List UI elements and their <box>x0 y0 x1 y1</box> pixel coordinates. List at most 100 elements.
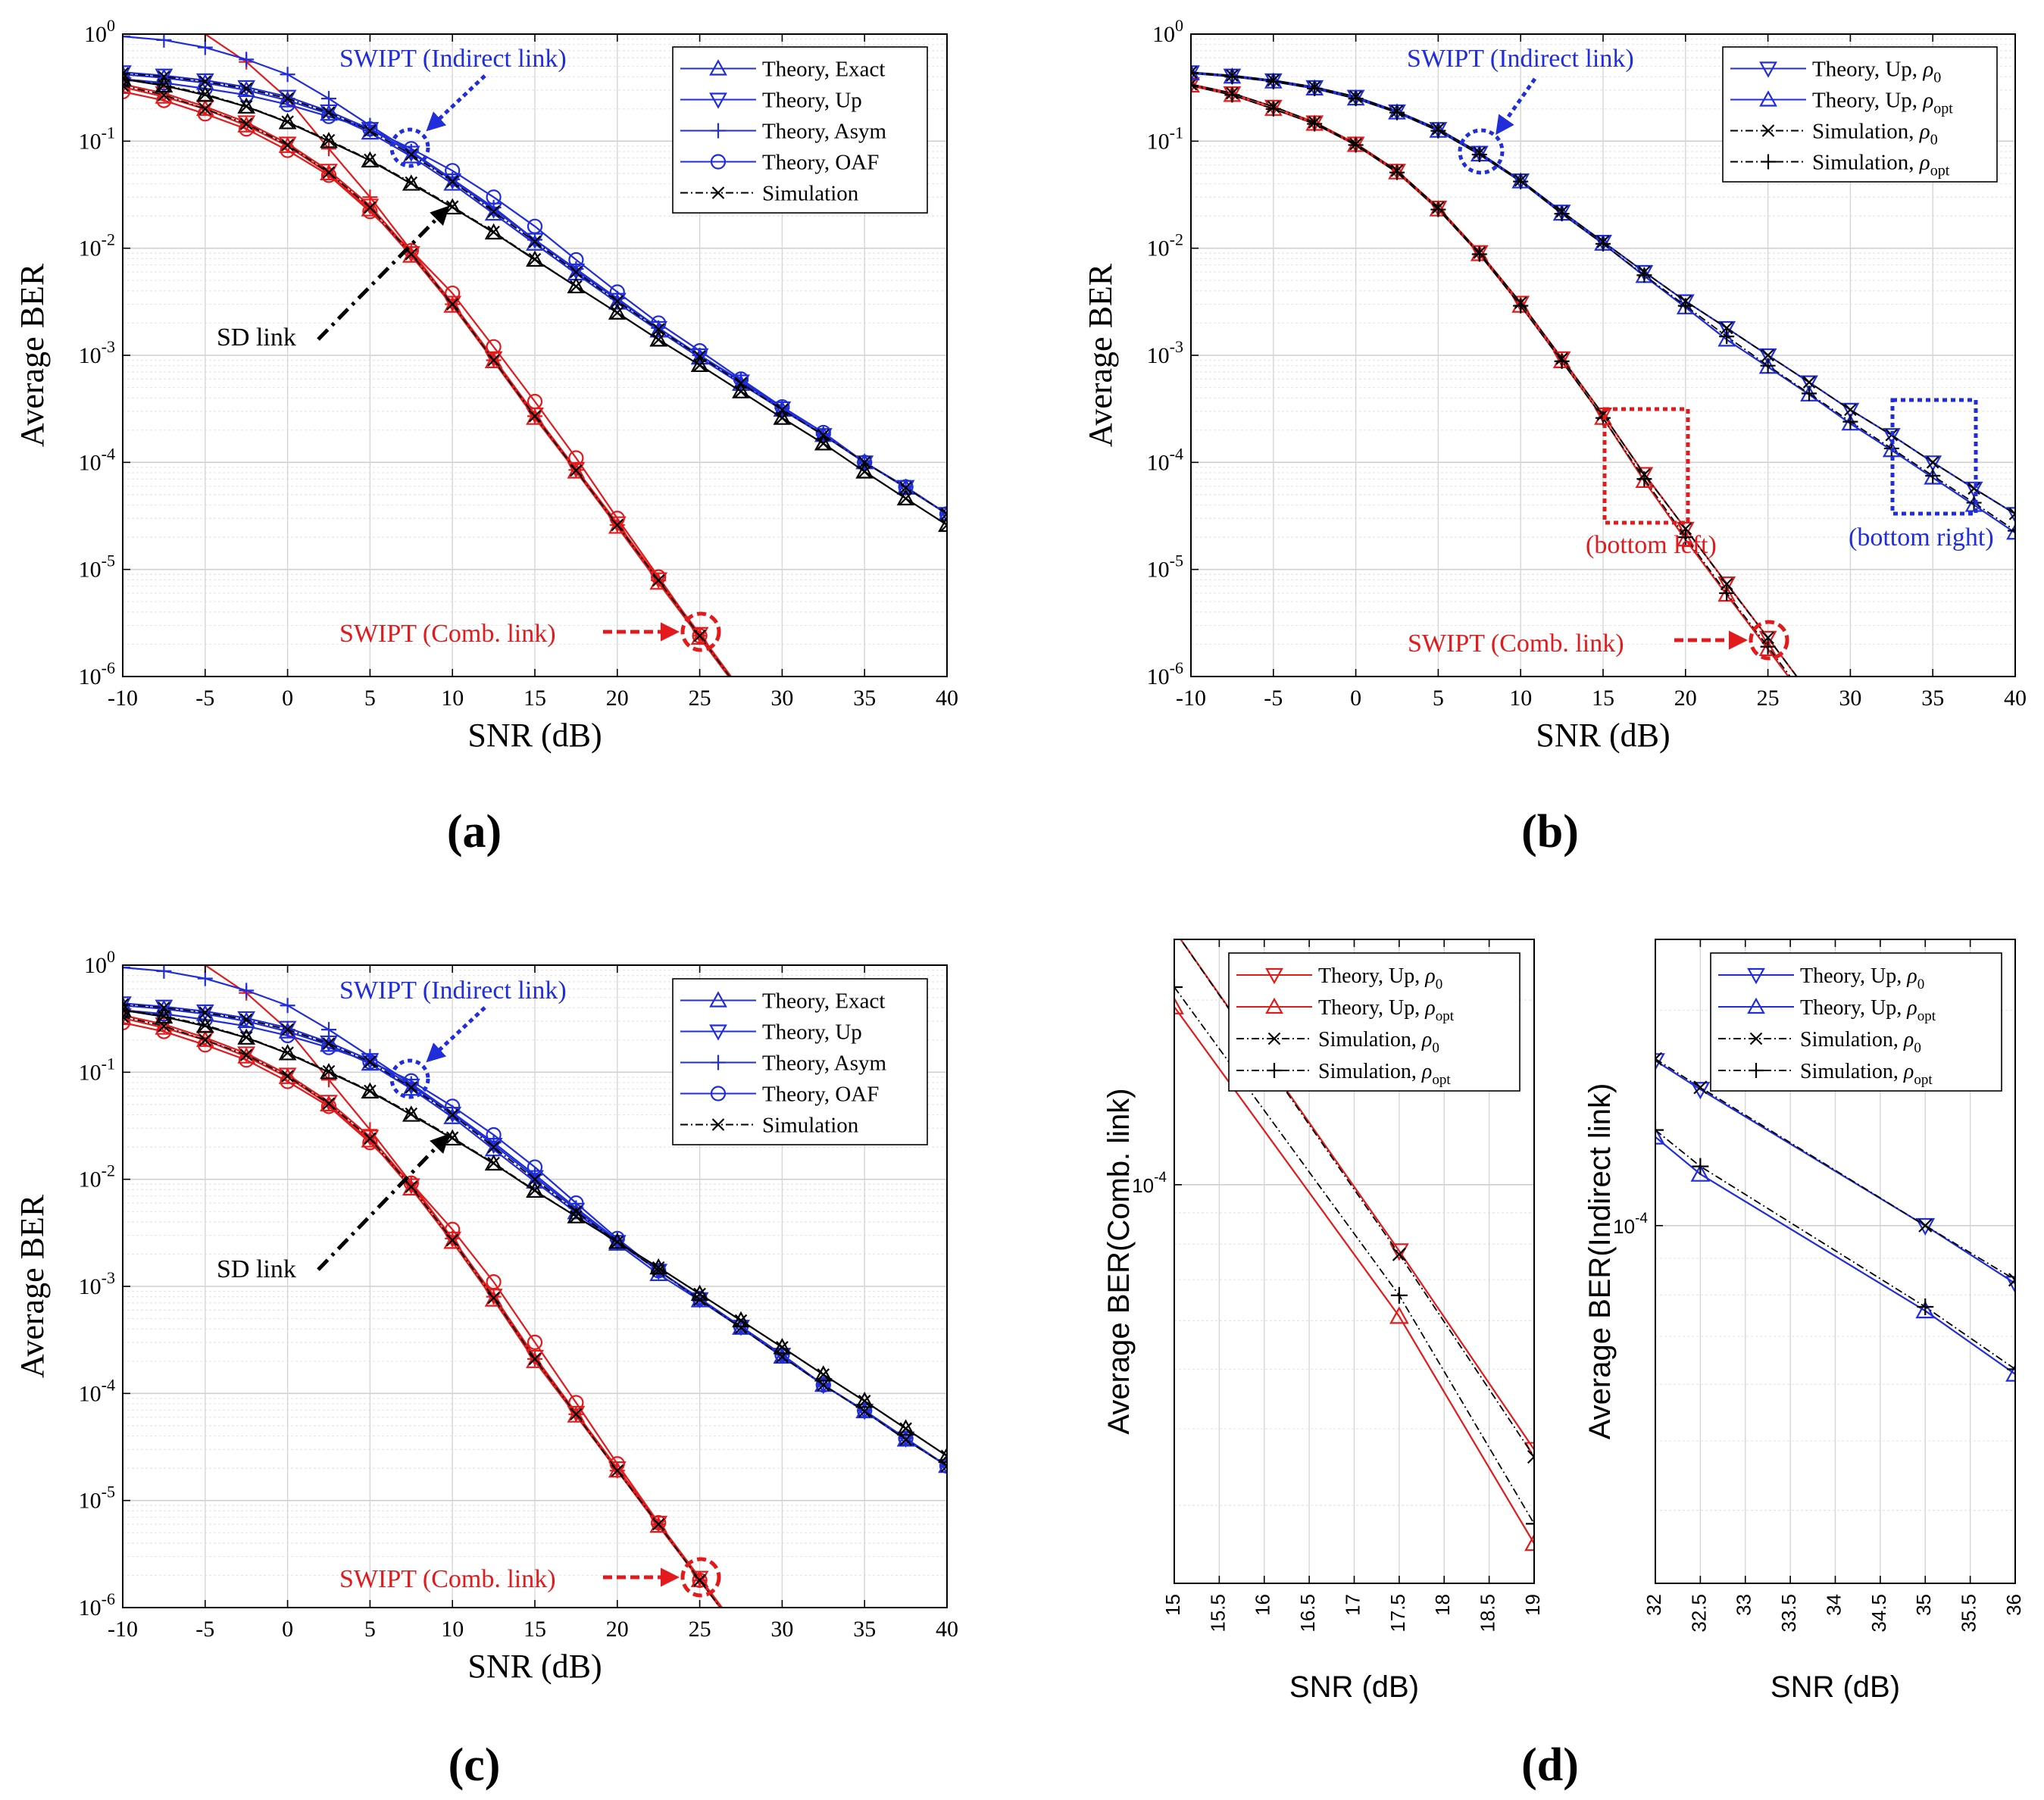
data-point <box>1719 586 1735 602</box>
data-point <box>692 1572 708 1589</box>
data-point <box>322 166 336 179</box>
data-point <box>445 285 461 302</box>
data-point <box>484 1290 503 1307</box>
grid <box>122 34 948 677</box>
y-tick-label: 10-6 <box>79 1589 115 1620</box>
legend-label: Theory, Up, ρopt <box>1318 996 1455 1024</box>
y-tick-label: 10-4 <box>1147 444 1183 475</box>
data-point <box>123 83 131 100</box>
y-axis-label: Average BER(Indirect link) <box>1583 1083 1617 1440</box>
data-point <box>938 1446 947 1464</box>
data-point <box>364 124 377 137</box>
data-point <box>611 295 624 308</box>
panel-label-d: (d) <box>1521 1739 1579 1791</box>
panel-labels: (a) (b) (c) (d) <box>447 806 1579 1791</box>
data-point <box>198 1018 212 1032</box>
data-point <box>1925 467 1941 483</box>
data-point <box>239 1048 253 1061</box>
data-point <box>487 354 500 367</box>
y-tick-label: 10-2 <box>79 1161 115 1192</box>
data-point <box>1655 1052 1663 1066</box>
data-point <box>1917 1298 1934 1315</box>
x-tick-label: 30 <box>1839 686 1861 711</box>
data-point <box>1174 996 1184 1014</box>
legend-marker <box>1265 967 1283 985</box>
x-tick-label: 25 <box>689 1617 711 1642</box>
x-tick-label: -5 <box>195 1617 214 1642</box>
series-line <box>123 1016 721 1608</box>
annotation-arrow-indirect <box>426 74 486 132</box>
data-point <box>1676 521 1695 539</box>
data-point <box>609 284 625 300</box>
data-point <box>1758 639 1777 657</box>
x-tick-label: 17 <box>1341 1594 1364 1616</box>
legend-marker <box>1747 967 1765 985</box>
x-tick-label: 36 <box>2002 1594 2025 1616</box>
annotation-circle-indirect <box>1458 128 1505 175</box>
x-tick-label: 32 <box>1642 1594 1665 1616</box>
series-line <box>123 78 947 515</box>
x-ticks: 32 32.5 33 33.5 34 34.5 35 35.5 36 <box>1642 939 2025 1633</box>
data-point <box>938 515 947 533</box>
data-point <box>487 1156 500 1170</box>
data-point <box>362 189 378 205</box>
x-tick-label: -5 <box>195 686 214 711</box>
legend-marker <box>711 123 726 139</box>
data-point <box>1719 329 1735 345</box>
y-tick-label: 10-6 <box>79 658 115 689</box>
data-point <box>858 1395 871 1408</box>
annotation-circle-comb <box>680 611 721 652</box>
data-point <box>1513 173 1529 189</box>
data-point <box>1389 1243 1409 1261</box>
data-point <box>1676 530 1695 547</box>
data-point <box>123 965 130 976</box>
y-axis-label: Average BER(Comb. link) <box>1102 1088 1136 1434</box>
x-tick-label: -5 <box>1264 686 1283 711</box>
data-point <box>1760 358 1776 373</box>
data-point <box>445 163 461 179</box>
panel-c: -10 -5 0 5 10 15 20 25 30 35 40 100 10-1 10-2 10-3 10-4… <box>14 947 958 1685</box>
data-point <box>405 1081 418 1094</box>
data-point <box>896 1419 915 1436</box>
x-tick-label: 25 <box>689 686 711 711</box>
data-point <box>1265 73 1281 89</box>
data-point <box>195 1017 214 1033</box>
data-point <box>857 1403 873 1419</box>
data-point <box>939 506 947 522</box>
legend-label: Simulation, ρopt <box>1318 1060 1451 1088</box>
legend-marker <box>709 991 727 1008</box>
data-point <box>364 1132 377 1145</box>
data-point <box>402 1105 420 1122</box>
data-point <box>198 102 212 116</box>
data-point <box>773 408 792 425</box>
data-point <box>1392 1247 1406 1261</box>
data-point <box>1758 630 1777 648</box>
data-point <box>1191 77 1198 91</box>
data-point <box>527 218 543 234</box>
data-point <box>939 1458 947 1474</box>
x-tick-label: 40 <box>936 686 958 711</box>
data-point <box>405 1107 418 1120</box>
annotation-arrow-sd <box>317 205 450 341</box>
data-point <box>608 303 627 320</box>
data-point <box>1717 320 1736 338</box>
data-point <box>280 998 295 1014</box>
legend: Theory, Exact Theory, Up Theory, Asym Theor… <box>672 978 928 1145</box>
data-point <box>239 1052 255 1068</box>
data-point <box>156 965 172 979</box>
legend-marker <box>711 1055 726 1070</box>
annotation-sd-link: SD link <box>217 323 296 352</box>
data-point <box>527 1334 543 1351</box>
annotation-circle-indirect <box>389 127 430 168</box>
x-tick-label: 15 <box>524 1617 546 1642</box>
data-point <box>2008 523 2015 539</box>
data-point <box>443 1233 462 1249</box>
data-point <box>405 1180 418 1193</box>
annotation-indirect-link: SWIPT (Indirect link) <box>339 45 567 73</box>
data-point <box>445 175 459 188</box>
data-point <box>1690 1164 1711 1182</box>
data-point <box>237 1028 256 1045</box>
data-point <box>528 1183 542 1197</box>
data-point <box>690 1284 709 1302</box>
y-ticks: 100 10-1 10-2 10-3 10-4 10-5 10-6 <box>1147 16 1199 689</box>
